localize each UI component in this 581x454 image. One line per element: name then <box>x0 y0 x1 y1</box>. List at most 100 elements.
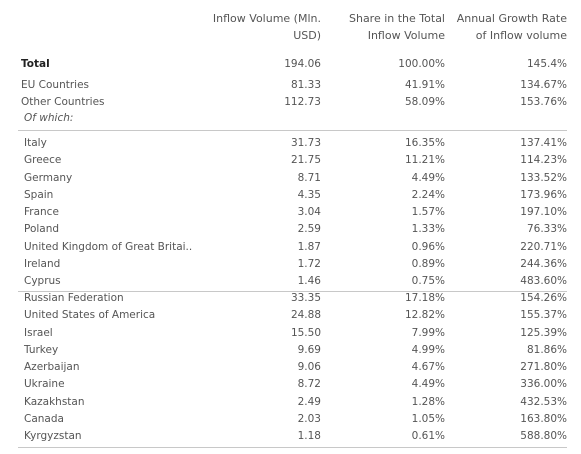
inflow-value: 2.49 <box>297 396 321 408</box>
inflow-value: 8.72 <box>297 378 321 390</box>
share-value: 0.75% <box>411 275 445 287</box>
growth-value: 163.80% <box>520 413 567 425</box>
other-countries-growth: 153.76% <box>520 96 567 108</box>
other-countries-share: 58.09% <box>404 96 445 108</box>
country-name: Spain <box>24 189 54 201</box>
inflow-value: 8.71 <box>297 172 321 184</box>
share-value: 4.99% <box>411 344 445 356</box>
growth-value: 155.37% <box>520 309 567 321</box>
country-name: Kyrgyzstan <box>24 430 82 442</box>
share-value: 0.89% <box>411 258 445 270</box>
header-growth-line1: Annual Growth Rate <box>456 12 567 25</box>
share-value: 11.21% <box>404 154 445 166</box>
country-name: United Kingdom of Great Britai.. <box>24 241 193 253</box>
share-value: 16.35% <box>404 137 445 149</box>
inflow-value: 1.87 <box>297 241 321 253</box>
of-which-row: Of which: <box>0 112 581 129</box>
share-value: 4.49% <box>411 172 445 184</box>
share-value: 0.61% <box>411 430 445 442</box>
country-name: Ukraine <box>24 378 65 390</box>
table-row: Cyprus 1.46 0.75% 483.60% <box>0 275 581 292</box>
inflow-value: 31.73 <box>290 137 321 149</box>
share-value: 4.67% <box>411 361 445 373</box>
table-row: United States of America 24.88 12.82% 15… <box>0 309 581 326</box>
total-share: 100.00% <box>398 58 445 70</box>
table-row: Ukraine 8.72 4.49% 336.00% <box>0 378 581 395</box>
share-value: 4.49% <box>411 378 445 390</box>
header-share-line2: Inflow Volume <box>367 29 445 42</box>
growth-value: 173.96% <box>520 189 567 201</box>
country-name: Cyprus <box>24 275 61 287</box>
eu-countries-inflow: 81.33 <box>290 79 321 91</box>
header-share-total: Share in the Total Inflow Volume <box>349 10 445 44</box>
country-name: Germany <box>24 172 73 184</box>
inflow-value: 24.88 <box>290 309 321 321</box>
total-row: Total 194.06 100.00% 145.4% <box>0 58 581 75</box>
of-which-label: Of which: <box>24 112 74 124</box>
inflow-value: 21.75 <box>290 154 321 166</box>
total-growth: 145.4% <box>526 58 567 70</box>
growth-value: 81.86% <box>526 344 567 356</box>
table-row: Kyrgyzstan 1.18 0.61% 588.80% <box>0 430 581 447</box>
share-value: 17.18% <box>404 292 445 304</box>
country-name: Turkey <box>24 344 59 356</box>
country-name: Italy <box>24 137 47 149</box>
share-value: 0.96% <box>411 241 445 253</box>
table-row: Israel 15.50 7.99% 125.39% <box>0 327 581 344</box>
other-countries-inflow: 112.73 <box>284 96 321 108</box>
other-countries-label: Other Countries <box>21 96 105 108</box>
eu-countries-growth: 134.67% <box>520 79 567 91</box>
country-name: France <box>24 206 59 218</box>
table-row: France 3.04 1.57% 197.10% <box>0 206 581 223</box>
table-row: Spain 4.35 2.24% 173.96% <box>0 189 581 206</box>
inflow-value: 1.72 <box>297 258 321 270</box>
inflow-value: 4.35 <box>297 189 321 201</box>
share-value: 1.33% <box>411 223 445 235</box>
divider-middle <box>18 291 567 292</box>
table-row: Kazakhstan 2.49 1.28% 432.53% <box>0 396 581 413</box>
inflow-value: 2.59 <box>297 223 321 235</box>
share-value: 2.24% <box>411 189 445 201</box>
inflow-value: 3.04 <box>297 206 321 218</box>
table-row: United Kingdom of Great Britai.. 1.87 0.… <box>0 241 581 258</box>
country-name: Ireland <box>24 258 61 270</box>
header-growth-line2: of Inflow volume <box>475 29 567 42</box>
growth-value: 588.80% <box>520 430 567 442</box>
header-share-line1: Share in the Total <box>348 12 445 25</box>
table-row: Turkey 9.69 4.99% 81.86% <box>0 344 581 361</box>
header-inflow-volume: Inflow Volume (Mln. USD) <box>213 10 321 44</box>
share-value: 1.05% <box>411 413 445 425</box>
eu-countries-row: EU Countries 81.33 41.91% 134.67% <box>0 79 581 96</box>
header-inflow-line1: Inflow Volume (Mln. <box>212 12 321 25</box>
header-annual-growth: Annual Growth Rate of Inflow volume <box>457 10 567 44</box>
total-label: Total <box>21 58 50 70</box>
country-name: Greece <box>24 154 62 166</box>
table-row: Azerbaijan 9.06 4.67% 271.80% <box>0 361 581 378</box>
table-row: Canada 2.03 1.05% 163.80% <box>0 413 581 430</box>
other-countries-row: Other Countries 112.73 58.09% 153.76% <box>0 96 581 113</box>
share-value: 12.82% <box>404 309 445 321</box>
growth-value: 432.53% <box>520 396 567 408</box>
growth-value: 114.23% <box>520 154 567 166</box>
growth-value: 483.60% <box>520 275 567 287</box>
inflow-value: 9.69 <box>297 344 321 356</box>
country-name: Azerbaijan <box>24 361 80 373</box>
country-name: Poland <box>24 223 60 235</box>
country-name: Kazakhstan <box>24 396 85 408</box>
table-row: Ireland 1.72 0.89% 244.36% <box>0 258 581 275</box>
divider-bottom <box>18 447 567 448</box>
growth-value: 76.33% <box>526 223 567 235</box>
growth-value: 271.80% <box>520 361 567 373</box>
growth-value: 197.10% <box>520 206 567 218</box>
country-name: Russian Federation <box>24 292 124 304</box>
divider-top <box>18 130 567 131</box>
share-value: 1.28% <box>411 396 445 408</box>
inflow-value: 9.06 <box>297 361 321 373</box>
growth-value: 336.00% <box>520 378 567 390</box>
table-row: Germany 8.71 4.49% 133.52% <box>0 172 581 189</box>
table-row: Russian Federation 33.35 17.18% 154.26% <box>0 292 581 309</box>
inflow-value: 1.18 <box>297 430 321 442</box>
total-inflow: 194.06 <box>284 58 321 70</box>
inflow-value: 15.50 <box>290 327 321 339</box>
country-name: Canada <box>24 413 64 425</box>
